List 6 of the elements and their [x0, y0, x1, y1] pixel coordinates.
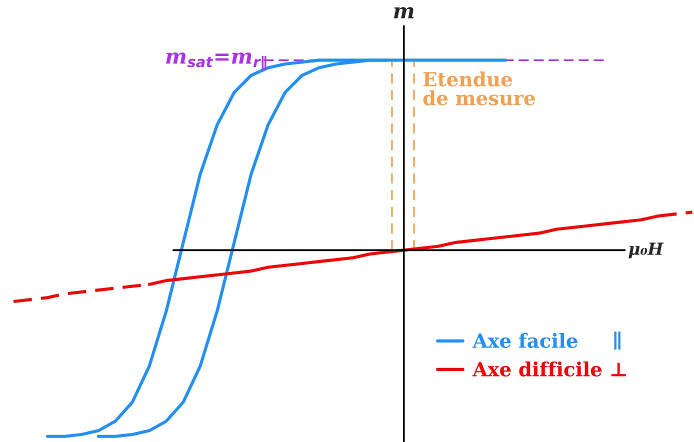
x-axis-title: μ₀H — [628, 242, 664, 258]
legend-label: Axe difficile ⊥ — [472, 361, 626, 377]
ref-line-label: m$_{sat}$=m$_{r∥}$ — [166, 52, 266, 70]
annotation: Etendue de mesure — [423, 71, 536, 106]
y-axis-title: m — [394, 7, 414, 18]
legend-label: Axe facile ∥ — [472, 332, 620, 350]
